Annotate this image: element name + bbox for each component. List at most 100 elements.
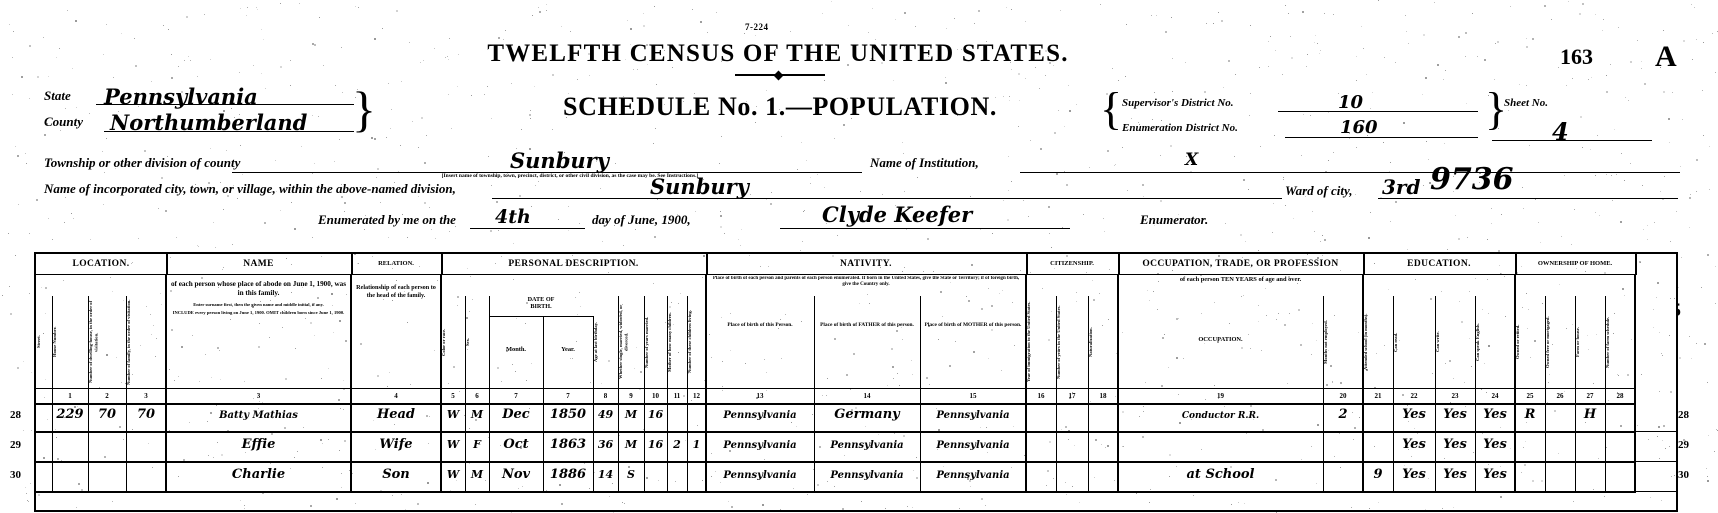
table-cell[interactable]: [1545, 432, 1576, 463]
table-cell[interactable]: H: [1575, 402, 1606, 433]
table-cell[interactable]: Batty Mathias: [166, 402, 352, 433]
table-cell[interactable]: [36, 402, 53, 433]
table-cell[interactable]: 36: [593, 432, 619, 463]
enumeration-district-value[interactable]: 160: [1340, 117, 1378, 138]
table-cell[interactable]: Yes: [1435, 402, 1476, 433]
table-cell[interactable]: [88, 462, 127, 493]
table-cell[interactable]: [1575, 462, 1606, 493]
table-cell[interactable]: [667, 462, 688, 493]
table-cell[interactable]: 1863: [543, 432, 594, 463]
table-cell[interactable]: M: [465, 402, 490, 433]
table-cell[interactable]: [1118, 432, 1324, 463]
table-cell[interactable]: Yes: [1435, 432, 1476, 463]
table-cell[interactable]: [1056, 432, 1089, 463]
institution-value[interactable]: X: [1185, 150, 1199, 170]
table-cell[interactable]: Pennsylvania: [814, 432, 921, 463]
table-cell[interactable]: Pennsylvania: [814, 462, 921, 493]
table-cell[interactable]: Germany: [814, 402, 921, 433]
table-cell[interactable]: 49: [593, 402, 619, 433]
table-cell[interactable]: Pennsylvania: [706, 432, 815, 463]
table-cell[interactable]: Wife: [351, 432, 442, 463]
enumerator-signature[interactable]: Clyde Keefer: [822, 202, 973, 227]
table-cell[interactable]: M: [465, 462, 490, 493]
table-cell[interactable]: [1323, 462, 1364, 493]
table-cell[interactable]: W: [441, 462, 466, 493]
table-cell[interactable]: 2: [1323, 402, 1364, 433]
table-cell[interactable]: [644, 462, 668, 493]
table-cell[interactable]: Pennsylvania: [920, 462, 1027, 493]
table-cell[interactable]: at School: [1118, 462, 1324, 493]
table-cell[interactable]: Pennsylvania: [706, 402, 815, 433]
table-cell[interactable]: [36, 462, 53, 493]
table-cell[interactable]: M: [618, 432, 645, 463]
table-cell[interactable]: W: [441, 432, 466, 463]
table-cell[interactable]: [1605, 432, 1636, 463]
table-cell[interactable]: 1: [687, 432, 707, 463]
table-cell[interactable]: 16: [644, 402, 668, 433]
table-cell[interactable]: [1056, 462, 1089, 493]
table-cell[interactable]: [1605, 402, 1636, 433]
table-cell[interactable]: Yes: [1393, 462, 1436, 493]
table-cell[interactable]: 1886: [543, 462, 594, 493]
sheet-value[interactable]: 4: [1552, 117, 1569, 146]
table-cell[interactable]: 2: [667, 432, 688, 463]
table-cell[interactable]: [1515, 462, 1546, 493]
table-cell[interactable]: Pennsylvania: [920, 432, 1027, 463]
table-cell[interactable]: Oct: [489, 432, 544, 463]
table-cell[interactable]: [1545, 402, 1576, 433]
table-cell[interactable]: [52, 432, 89, 463]
table-cell[interactable]: Yes: [1435, 462, 1476, 493]
table-cell[interactable]: [1515, 432, 1546, 463]
table-cell[interactable]: 1850: [543, 402, 594, 433]
table-cell[interactable]: Pennsylvania: [920, 402, 1027, 433]
table-cell[interactable]: Yes: [1393, 432, 1436, 463]
table-cell[interactable]: Nov: [489, 462, 544, 493]
table-cell[interactable]: Yes: [1475, 432, 1516, 463]
table-cell[interactable]: [687, 462, 707, 493]
table-cell[interactable]: Pennsylvania: [706, 462, 815, 493]
table-cell[interactable]: [36, 432, 53, 463]
table-cell[interactable]: Dec: [489, 402, 544, 433]
table-cell[interactable]: [1605, 462, 1636, 493]
table-cell[interactable]: Yes: [1475, 402, 1516, 433]
table-cell[interactable]: [1363, 402, 1394, 433]
table-cell[interactable]: Yes: [1475, 462, 1516, 493]
table-cell[interactable]: [1575, 432, 1606, 463]
table-cell[interactable]: [687, 402, 707, 433]
table-cell[interactable]: [1026, 462, 1057, 493]
table-cell[interactable]: [1363, 432, 1394, 463]
table-cell[interactable]: 70: [88, 402, 127, 433]
table-cell[interactable]: Conductor R.R.: [1118, 402, 1324, 433]
state-value[interactable]: Pennsylvania: [104, 84, 258, 109]
table-cell[interactable]: M: [618, 402, 645, 433]
table-cell[interactable]: [1026, 402, 1057, 433]
table-cell[interactable]: [1323, 432, 1364, 463]
table-cell[interactable]: Charlie: [166, 462, 352, 493]
table-cell[interactable]: [1088, 462, 1119, 493]
table-cell[interactable]: R: [1515, 402, 1546, 433]
table-cell[interactable]: 16: [644, 432, 668, 463]
township-value[interactable]: Sunbury: [510, 148, 609, 173]
table-cell[interactable]: [667, 402, 688, 433]
table-cell[interactable]: [1545, 462, 1576, 493]
table-cell[interactable]: Effie: [166, 432, 352, 463]
county-value[interactable]: Northumberland: [110, 110, 308, 135]
city-value[interactable]: Sunbury: [650, 174, 749, 199]
supervisor-district-value[interactable]: 10: [1338, 92, 1364, 113]
ward-value[interactable]: 3rd: [1382, 175, 1421, 199]
table-cell[interactable]: S: [618, 462, 645, 493]
table-cell[interactable]: [1026, 432, 1057, 463]
table-cell[interactable]: [1088, 432, 1119, 463]
table-cell[interactable]: Head: [351, 402, 442, 433]
enumerated-day[interactable]: 4th: [495, 206, 531, 228]
table-cell[interactable]: W: [441, 402, 466, 433]
table-cell[interactable]: 14: [593, 462, 619, 493]
table-cell[interactable]: [52, 462, 89, 493]
table-cell[interactable]: [88, 432, 127, 463]
table-cell[interactable]: 70: [126, 402, 167, 433]
table-cell[interactable]: [1088, 402, 1119, 433]
table-cell[interactable]: F: [465, 432, 490, 463]
table-cell[interactable]: Son: [351, 462, 442, 493]
table-cell[interactable]: Yes: [1393, 402, 1436, 433]
table-cell[interactable]: [1056, 402, 1089, 433]
